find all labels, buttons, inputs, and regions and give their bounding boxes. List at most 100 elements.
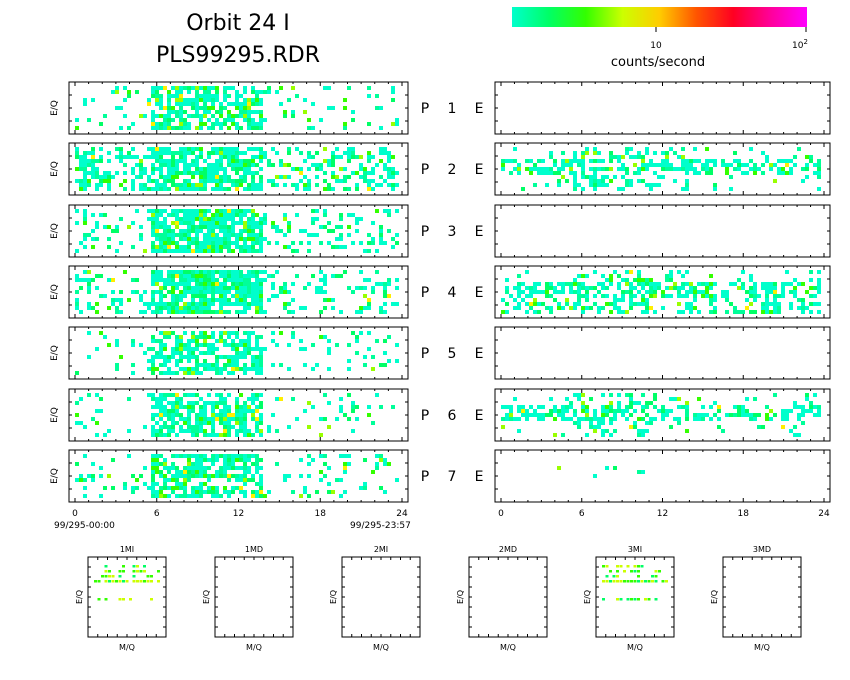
heatmap-cell <box>179 474 183 478</box>
heatmap-cell <box>107 237 111 241</box>
heatmap-cell <box>119 241 123 245</box>
heatmap-cell <box>183 286 187 290</box>
heatmap-cell <box>817 310 821 314</box>
heatmap-cell <box>243 221 247 225</box>
heatmap-cell <box>565 159 569 163</box>
heatmap-cell <box>219 209 223 213</box>
heatmap-cell <box>179 126 183 130</box>
heatmap-cell <box>219 163 223 167</box>
heatmap-cell <box>191 401 195 405</box>
heatmap-cell <box>343 270 347 274</box>
heatmap-cell <box>581 294 585 298</box>
heatmap-cell <box>243 306 247 310</box>
heatmap-cell <box>175 94 179 98</box>
heatmap-cell <box>211 429 215 433</box>
heatmap-cell <box>123 179 127 183</box>
heatmap-cell <box>227 278 231 282</box>
heatmap-cell <box>207 163 211 167</box>
heatmap-cell <box>247 278 251 282</box>
heatmap-cell <box>155 401 159 405</box>
heatmap-cell <box>207 249 211 253</box>
heatmap-cell <box>549 151 553 155</box>
heatmap-cell <box>163 151 167 155</box>
heatmap-cell <box>809 159 813 163</box>
heatmap-cell <box>259 347 263 351</box>
heatmap-cell <box>211 233 215 237</box>
heatmap-cell <box>303 183 307 187</box>
heatmap-cell <box>235 233 239 237</box>
heatmap-cell <box>175 151 179 155</box>
heatmap-cell <box>223 462 227 466</box>
heatmap-cell <box>207 347 211 351</box>
heatmap-cell <box>641 163 645 167</box>
heatmap-cell <box>143 310 147 314</box>
heatmap-cell <box>119 298 123 302</box>
heatmap-cell <box>239 167 243 171</box>
heatmap-cell <box>99 409 103 413</box>
heatmap-cell <box>75 126 79 130</box>
heatmap-cell <box>625 278 629 282</box>
heatmap-cell <box>387 282 391 286</box>
heatmap-cell <box>315 233 319 237</box>
heatmap-cell <box>87 474 91 478</box>
heatmap-cell <box>259 393 263 397</box>
heatmap-cell <box>155 302 159 306</box>
heatmap-cell <box>199 290 203 294</box>
heatmap-cell <box>769 282 773 286</box>
heatmap-cell <box>781 425 785 429</box>
heatmap-cell <box>287 175 291 179</box>
heatmap-cell <box>387 462 391 466</box>
small-heatmap-cell <box>602 598 605 601</box>
heatmap-cell <box>171 454 175 458</box>
heatmap-cell <box>685 167 689 171</box>
heatmap-cell <box>243 102 247 106</box>
heatmap-cell <box>609 274 613 278</box>
heatmap-cell <box>187 359 191 363</box>
heatmap-cell <box>131 278 135 282</box>
heatmap-cell <box>231 474 235 478</box>
heatmap-cell <box>601 183 605 187</box>
heatmap-cell <box>223 401 227 405</box>
heatmap-cell <box>327 221 331 225</box>
heatmap-cell <box>685 179 689 183</box>
heatmap-cell <box>577 290 581 294</box>
heatmap-cell <box>179 347 183 351</box>
heatmap-cell <box>347 286 351 290</box>
heatmap-cell <box>131 167 135 171</box>
heatmap-cell <box>199 213 203 217</box>
heatmap-cell <box>295 94 299 98</box>
heatmap-cell <box>593 151 597 155</box>
small-heatmap-cell <box>626 598 630 601</box>
heatmap-cell <box>151 478 155 482</box>
heatmap-cell <box>227 274 231 278</box>
heatmap-cell <box>187 343 191 347</box>
heatmap-cell <box>517 417 521 421</box>
heatmap-cell <box>561 151 565 155</box>
heatmap-cell <box>211 86 215 90</box>
heatmap-cell <box>103 175 107 179</box>
heatmap-cell <box>179 151 183 155</box>
heatmap-cell <box>247 458 251 462</box>
heatmap-cell <box>347 367 351 371</box>
heatmap-cell <box>247 245 251 249</box>
heatmap-cell <box>195 245 199 249</box>
heatmap-cell <box>501 167 505 171</box>
heatmap-cell <box>251 355 255 359</box>
heatmap-cell <box>211 245 215 249</box>
heatmap-cell <box>179 425 183 429</box>
heatmap-cell <box>765 405 769 409</box>
heatmap-cell <box>211 175 215 179</box>
heatmap-cell <box>781 167 785 171</box>
heatmap-cell <box>239 409 243 413</box>
heatmap-cell <box>183 393 187 397</box>
heatmap-cell <box>677 421 681 425</box>
heatmap-cell <box>255 343 259 347</box>
heatmap-cell <box>379 310 383 314</box>
heatmap-cell <box>553 163 557 167</box>
heatmap-cell <box>295 274 299 278</box>
heatmap-cell <box>359 167 363 171</box>
heatmap-cell <box>513 159 517 163</box>
heatmap-cell <box>303 490 307 494</box>
heatmap-cell <box>243 363 247 367</box>
heatmap-cell <box>151 245 155 249</box>
